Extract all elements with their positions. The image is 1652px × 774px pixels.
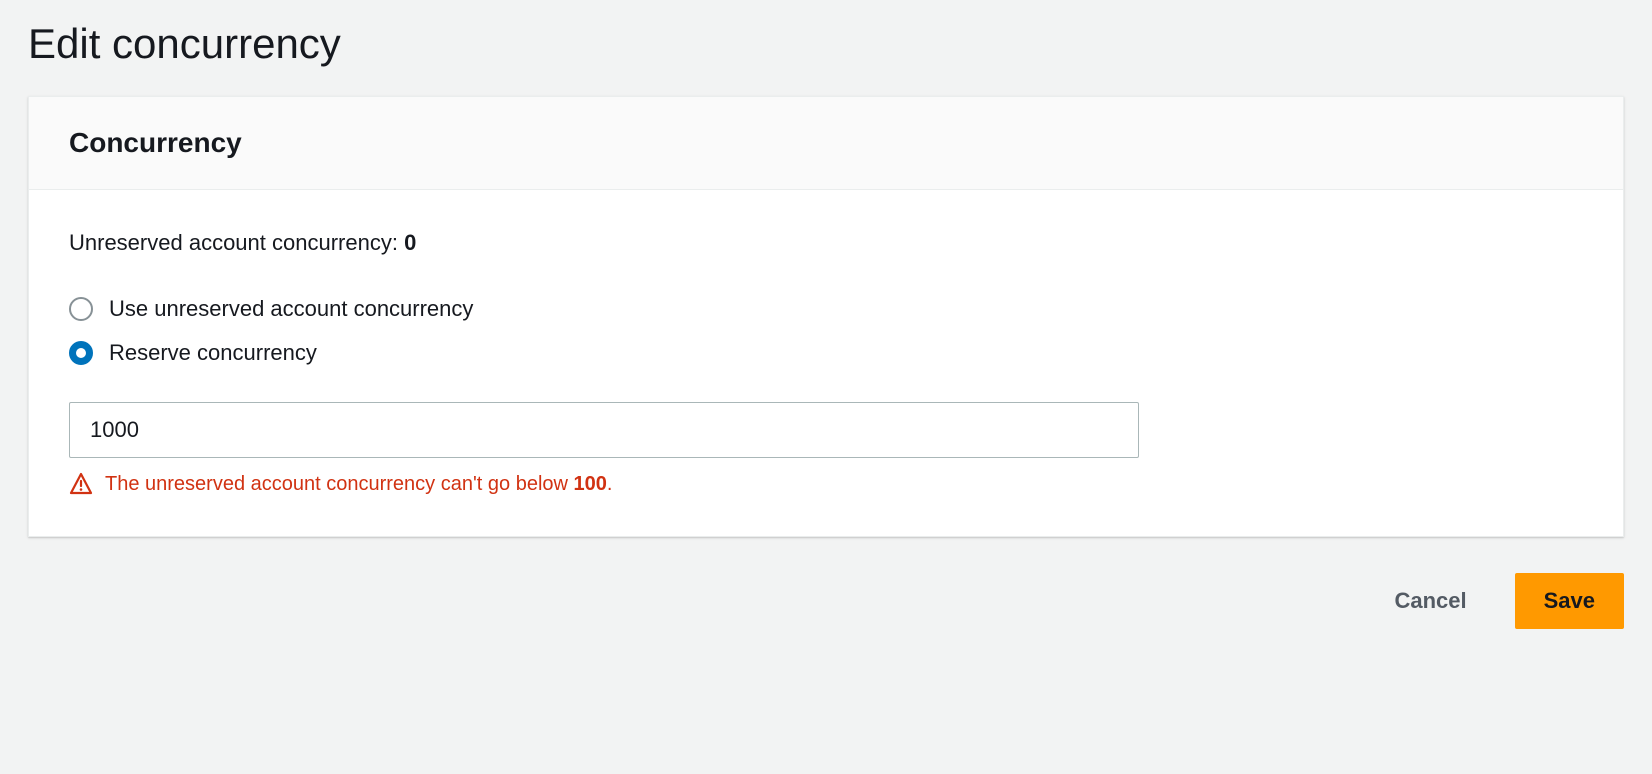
concurrency-radio-group: Use unreserved account concurrency Reser… [69, 296, 1583, 366]
radio-use-unreserved[interactable]: Use unreserved account concurrency [69, 296, 1583, 322]
panel-body: Unreserved account concurrency: 0 Use un… [29, 190, 1623, 536]
error-text: The unreserved account concurrency can't… [105, 473, 612, 496]
reserve-concurrency-input[interactable] [69, 402, 1139, 458]
unreserved-account-line: Unreserved account concurrency: 0 [69, 230, 1583, 256]
cancel-button[interactable]: Cancel [1366, 573, 1494, 629]
unreserved-value: 0 [404, 230, 416, 255]
panel-header-title: Concurrency [69, 127, 1583, 159]
unreserved-label: Unreserved account concurrency: [69, 230, 404, 255]
radio-reserve-concurrency[interactable]: Reserve concurrency [69, 340, 1583, 366]
save-button[interactable]: Save [1515, 573, 1624, 629]
warning-icon [69, 472, 93, 496]
radio-icon [69, 297, 93, 321]
concurrency-panel: Concurrency Unreserved account concurren… [28, 96, 1624, 537]
page-title: Edit concurrency [0, 0, 1652, 96]
error-suffix: . [607, 473, 613, 495]
panel-header: Concurrency [29, 97, 1623, 190]
actions-row: Cancel Save [0, 537, 1652, 665]
radio-use-unreserved-label: Use unreserved account concurrency [109, 296, 473, 322]
error-message-row: The unreserved account concurrency can't… [69, 472, 1583, 496]
radio-icon [69, 341, 93, 365]
radio-reserve-label: Reserve concurrency [109, 340, 317, 366]
error-bold-value: 100 [574, 473, 607, 495]
error-prefix: The unreserved account concurrency can't… [105, 473, 574, 495]
